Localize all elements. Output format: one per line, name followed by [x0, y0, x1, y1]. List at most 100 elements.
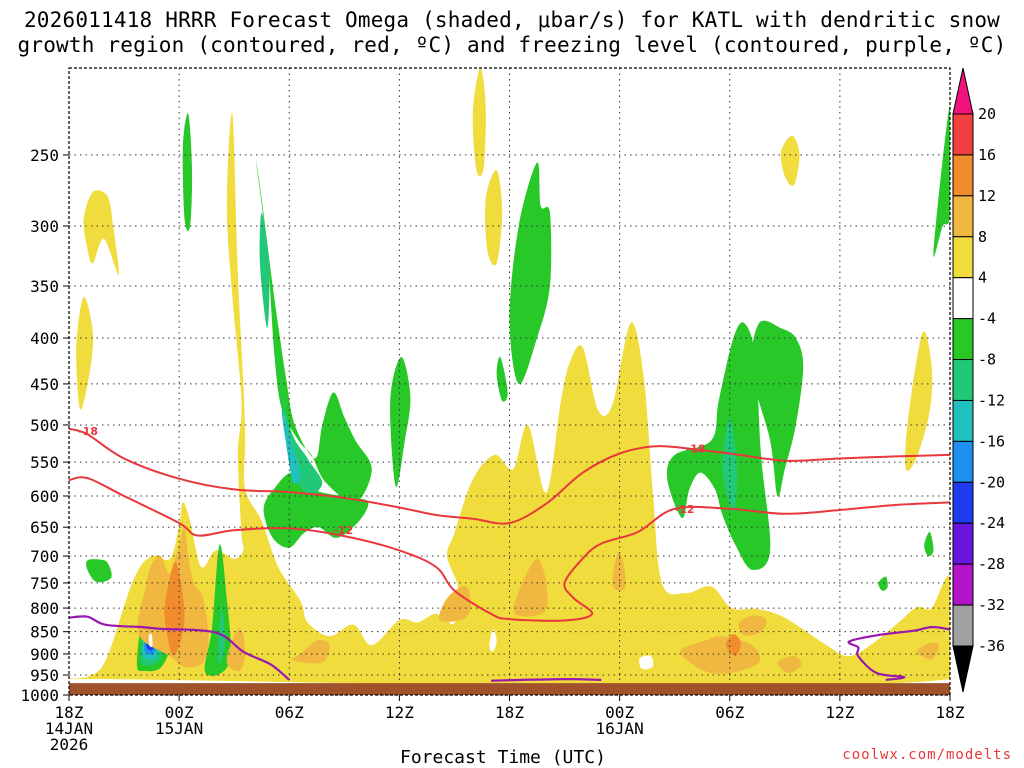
colorbar-label: 20: [978, 105, 996, 123]
y-tick-label: 950: [30, 666, 59, 685]
colorbar-label: -4: [978, 310, 996, 328]
colorbar-max-arrow: [952, 67, 974, 115]
freezing-level-contour: [491, 677, 602, 682]
omega-shaded-region: [666, 322, 771, 570]
y-tick-label: 250: [30, 146, 59, 165]
plot-frame: [68, 67, 951, 696]
omega-shaded-region: [777, 656, 802, 674]
colorbar-band: [952, 399, 974, 442]
colorbar-label: -12: [978, 391, 1005, 409]
omega-shaded-region: [726, 633, 741, 657]
colorbar-label: -16: [978, 432, 1005, 450]
omega-shaded-region: [878, 576, 888, 591]
omega-shaded-region: [259, 212, 270, 329]
omega-shaded-region: [933, 105, 950, 257]
credit-link[interactable]: coolwx.com/modelts: [842, 747, 1012, 763]
y-tick-label: 650: [30, 518, 59, 537]
omega-shaded-region: [924, 531, 934, 557]
omega-shaded-region: [281, 409, 301, 484]
y-tick-label: 800: [30, 599, 59, 618]
dendritic-growth-contour: [69, 476, 950, 622]
colorbar-band: [952, 481, 974, 524]
colorbar-label: -24: [978, 514, 1005, 532]
colorbar-band: [952, 522, 974, 565]
colorbar-band: [952, 604, 974, 647]
colorbar-band: [952, 236, 974, 279]
omega-shaded-region: [86, 559, 112, 583]
x-tick-label: 14JAN: [45, 719, 93, 738]
x-tick-label: 18Z: [495, 703, 524, 722]
colorbar-label: -20: [978, 473, 1005, 491]
x-tick-label: 06Z: [275, 703, 304, 722]
omega-shaded-region: [439, 585, 472, 622]
colorbar-band: [952, 563, 974, 606]
x-tick-label: 18Z: [936, 703, 965, 722]
omega-neutral-region: [148, 633, 153, 648]
x-tick-label: 2026: [50, 735, 89, 754]
chart-title-line-1: 2026011418 HRRR Forecast Omega (shaded, …: [23, 8, 1001, 32]
y-tick-label: 750: [30, 574, 59, 593]
y-tick-label: 450: [30, 375, 59, 394]
y-tick-label: 550: [30, 453, 59, 472]
colorbar-band: [952, 154, 974, 197]
colorbar-band: [952, 440, 974, 483]
omega-shaded-region: [513, 558, 548, 617]
freezing-level-contour: [847, 625, 950, 681]
x-tick-label: 06Z: [715, 703, 744, 722]
omega-shaded-region: [780, 135, 800, 186]
contour-label-minus-18: -18: [78, 425, 98, 438]
colorbar-label: -36: [978, 637, 1005, 655]
y-tick-label: 500: [30, 416, 59, 435]
x-tick-label: 12Z: [385, 703, 414, 722]
colorbar-band: [952, 359, 974, 401]
chart-title-line-2: growth region (contoured, red, ºC) and f…: [17, 33, 1007, 57]
freezing-level-contour: [69, 615, 291, 681]
colorbar-min-arrow: [952, 645, 974, 693]
y-tick-label: 900: [30, 645, 59, 664]
omega-shaded-region: [509, 162, 552, 385]
omega-shaded-region: [291, 640, 330, 664]
colorbar-label: -28: [978, 555, 1005, 573]
omega-shaded-region: [256, 160, 372, 503]
contour-label-minus-12: -12: [675, 503, 695, 516]
x-tick-label: 00Z: [605, 703, 634, 722]
colorbar-label: -32: [978, 596, 1005, 614]
omega-shaded-region: [751, 320, 804, 497]
colorbar-label: 16: [978, 146, 996, 164]
colorbar-label: -8: [978, 351, 996, 369]
omega-shaded-region: [496, 356, 508, 402]
y-tick-label: 850: [30, 623, 59, 642]
y-tick-label: 350: [30, 277, 59, 296]
surface-terrain-bar: [69, 683, 950, 695]
omega-shaded-region: [612, 552, 626, 591]
colorbar-band: [952, 318, 974, 361]
y-tick-label: 400: [30, 329, 59, 348]
y-tick-label: 600: [30, 487, 59, 506]
omega-shaded-region: [390, 356, 411, 487]
x-axis-title: Forecast Time (UTC): [400, 747, 606, 768]
colorbar-label: 12: [978, 187, 996, 205]
omega-shaded-region: [274, 337, 323, 496]
x-tick-label: 15JAN: [155, 719, 203, 738]
omega-neutral-region: [639, 655, 654, 670]
omega-shaded-region: [76, 296, 94, 410]
y-tick-label: 1000: [20, 686, 59, 705]
omega-shaded-region: [484, 169, 503, 266]
y-tick-label: 700: [30, 547, 59, 566]
colorbar-label: 4: [978, 269, 987, 287]
x-tick-label: 00Z: [165, 703, 194, 722]
x-tick-label: 18Z: [55, 703, 84, 722]
omega-shaded-region: [226, 628, 246, 672]
x-tick-label: 12Z: [825, 703, 854, 722]
colorbar-band: [952, 195, 974, 238]
omega-shaded-region: [916, 642, 940, 660]
omega-shaded-region: [905, 331, 933, 471]
omega-shaded-region: [472, 68, 486, 177]
omega-shaded-region: [738, 615, 767, 636]
colorbar-band: [952, 113, 974, 156]
contour-label-minus-12: -12: [333, 524, 353, 537]
omega-shaded-region: [182, 113, 193, 232]
colorbar-label: 8: [978, 228, 987, 246]
dendritic-growth-contour: [69, 427, 950, 525]
